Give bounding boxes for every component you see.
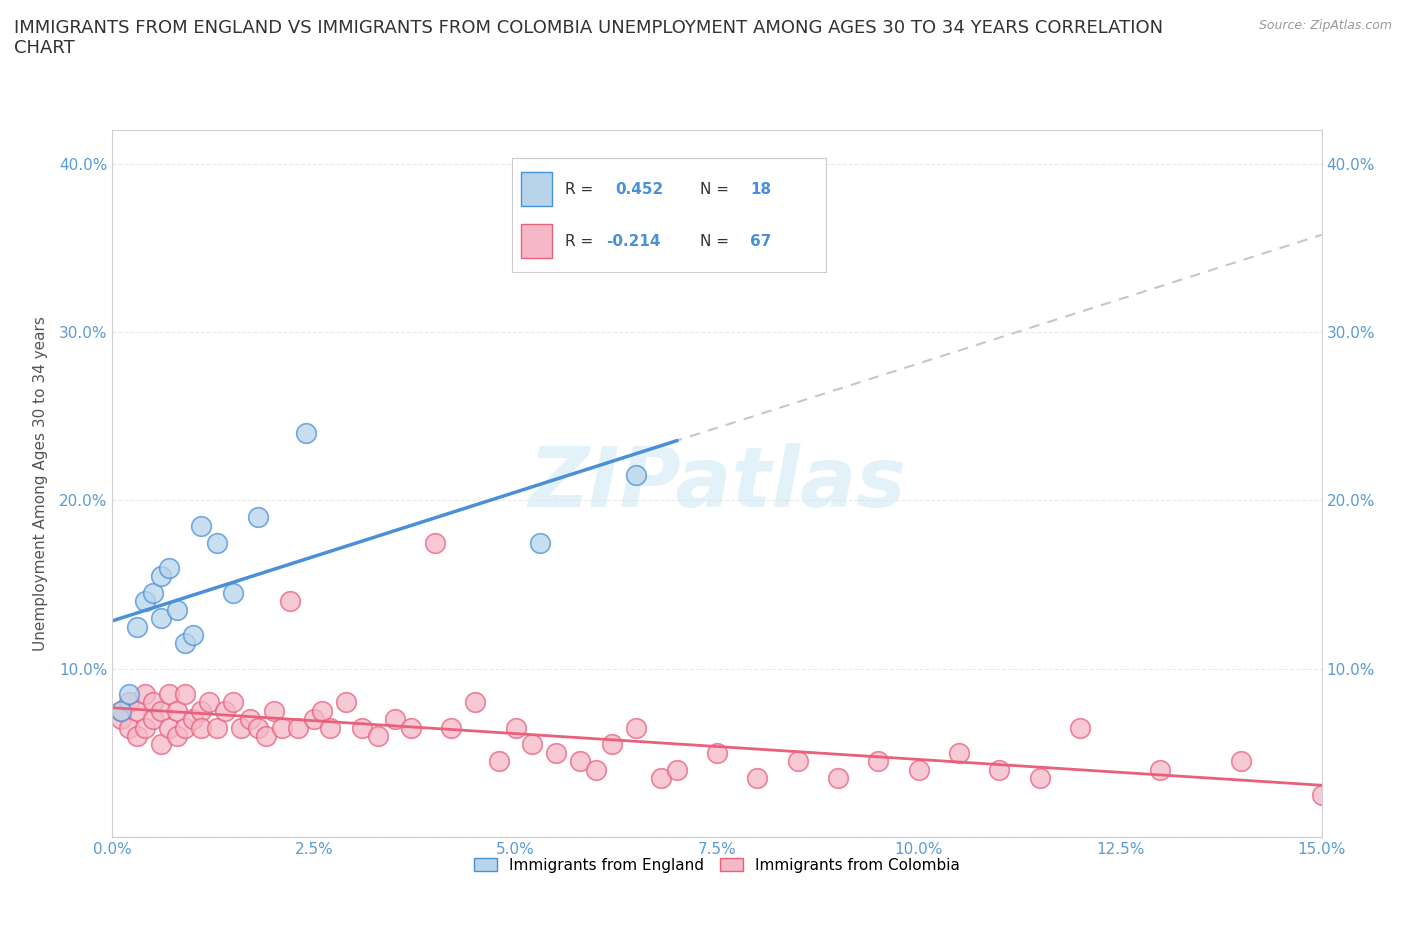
Point xyxy=(110,703,132,718)
Text: ZIPatlas: ZIPatlas xyxy=(529,443,905,525)
Point xyxy=(544,746,567,761)
Point xyxy=(166,603,188,618)
Text: IMMIGRANTS FROM ENGLAND VS IMMIGRANTS FROM COLOMBIA UNEMPLOYMENT AMONG AGES 30 T: IMMIGRANTS FROM ENGLAND VS IMMIGRANTS FR… xyxy=(14,19,1163,58)
Point xyxy=(190,720,212,735)
Point xyxy=(1028,771,1050,786)
Point xyxy=(222,586,245,601)
Point xyxy=(157,560,180,575)
Point xyxy=(352,720,374,735)
Point xyxy=(157,720,180,735)
Point xyxy=(747,771,769,786)
Point xyxy=(190,703,212,718)
Point xyxy=(600,737,623,751)
Point xyxy=(423,535,446,550)
Point xyxy=(665,763,688,777)
Point xyxy=(214,703,236,718)
Point xyxy=(311,703,333,718)
Point xyxy=(384,711,406,726)
Point xyxy=(254,728,277,743)
Point xyxy=(149,703,172,718)
Point xyxy=(231,720,253,735)
Point xyxy=(295,426,318,441)
Point xyxy=(367,728,389,743)
Point xyxy=(335,695,357,710)
Point xyxy=(142,586,165,601)
Point xyxy=(505,720,527,735)
Point xyxy=(117,686,139,701)
Point xyxy=(246,720,269,735)
Point xyxy=(125,619,148,634)
Point xyxy=(207,535,229,550)
Point xyxy=(868,754,890,769)
Point xyxy=(706,746,728,761)
Point xyxy=(222,695,245,710)
Point xyxy=(181,711,204,726)
Point xyxy=(181,628,204,643)
Point xyxy=(302,711,325,726)
Point xyxy=(520,737,543,751)
Point xyxy=(125,703,148,718)
Point xyxy=(1069,720,1091,735)
Point xyxy=(117,695,139,710)
Point xyxy=(198,695,221,710)
Point xyxy=(110,703,132,718)
Point xyxy=(988,763,1011,777)
Point xyxy=(287,720,309,735)
Point xyxy=(464,695,486,710)
Point xyxy=(142,711,165,726)
Point xyxy=(626,468,648,483)
Point xyxy=(263,703,285,718)
Point xyxy=(134,594,156,609)
Legend: Immigrants from England, Immigrants from Colombia: Immigrants from England, Immigrants from… xyxy=(468,852,966,879)
Point xyxy=(134,720,156,735)
Point xyxy=(1310,788,1333,803)
Point xyxy=(134,686,156,701)
Point xyxy=(626,720,648,735)
Text: Source: ZipAtlas.com: Source: ZipAtlas.com xyxy=(1258,19,1392,32)
Point xyxy=(399,720,422,735)
Point xyxy=(190,518,212,533)
Point xyxy=(174,636,197,651)
Point xyxy=(948,746,970,761)
Point xyxy=(569,754,592,769)
Point xyxy=(174,686,197,701)
Point xyxy=(650,771,672,786)
Point xyxy=(529,535,551,550)
Point xyxy=(585,763,607,777)
Point xyxy=(110,711,132,726)
Point xyxy=(157,686,180,701)
Point xyxy=(246,510,269,525)
Point xyxy=(149,611,172,626)
Point xyxy=(166,728,188,743)
Point xyxy=(149,569,172,584)
Point xyxy=(1149,763,1171,777)
Point xyxy=(125,728,148,743)
Point xyxy=(1230,754,1253,769)
Point xyxy=(270,720,292,735)
Point xyxy=(319,720,342,735)
Point xyxy=(142,695,165,710)
Point xyxy=(149,737,172,751)
Point xyxy=(488,754,510,769)
Point xyxy=(238,711,260,726)
Point xyxy=(827,771,849,786)
Point xyxy=(278,594,301,609)
Y-axis label: Unemployment Among Ages 30 to 34 years: Unemployment Among Ages 30 to 34 years xyxy=(32,316,48,651)
Point xyxy=(174,720,197,735)
Point xyxy=(907,763,929,777)
Point xyxy=(440,720,463,735)
Point xyxy=(117,720,139,735)
Point xyxy=(207,720,229,735)
Point xyxy=(786,754,808,769)
Point xyxy=(166,703,188,718)
